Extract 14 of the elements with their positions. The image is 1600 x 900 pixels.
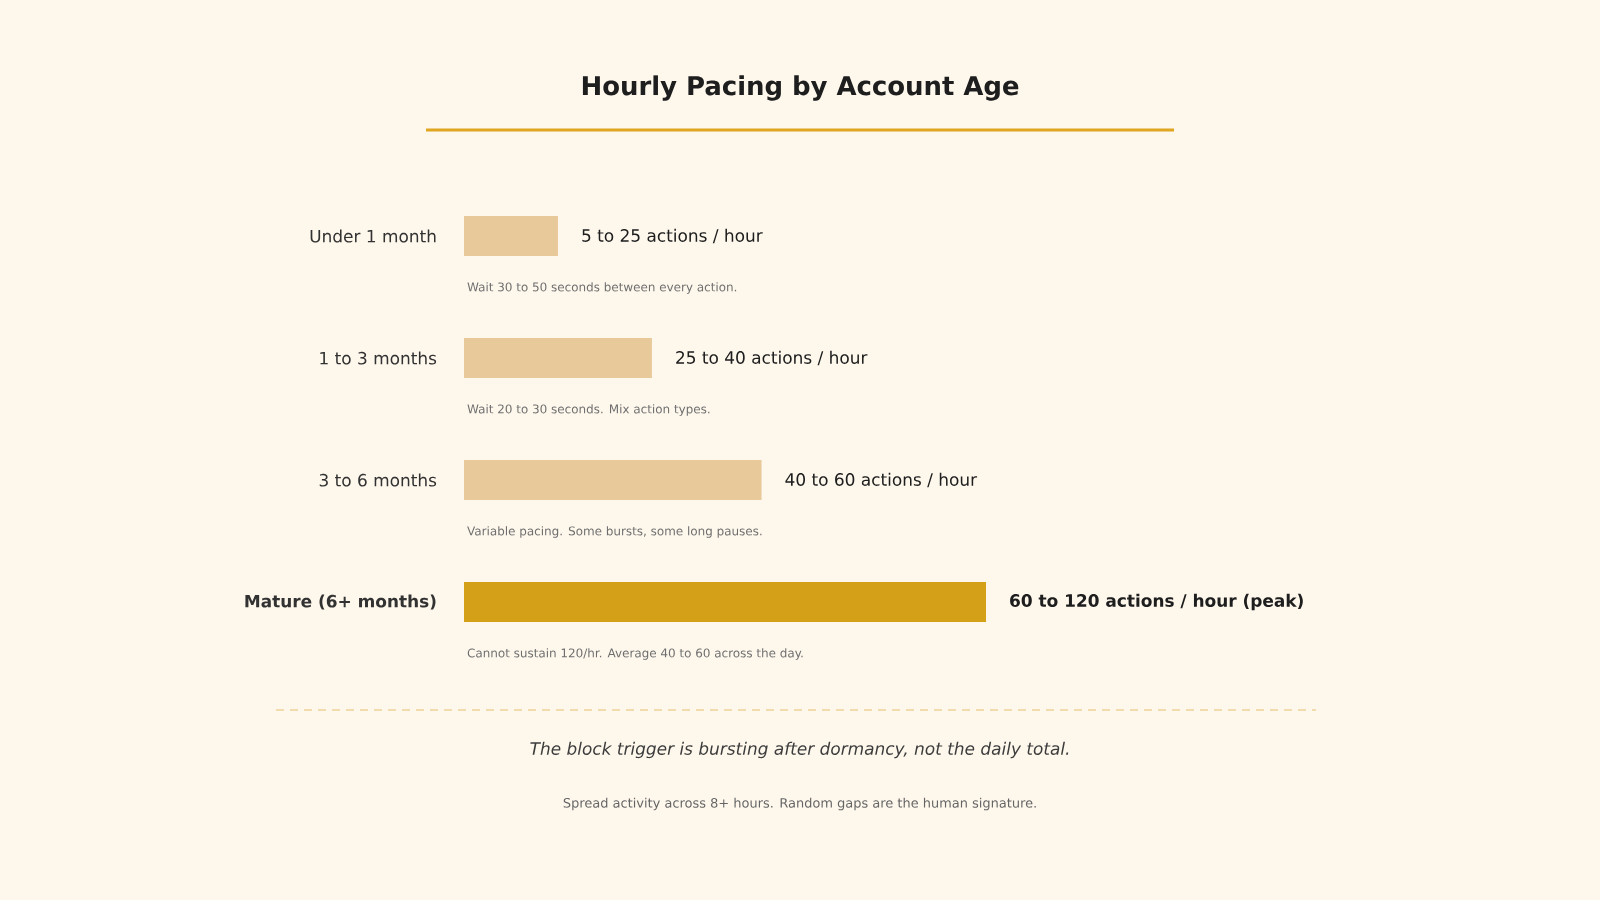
- annotation: 25 to 40 actions / hour: [676, 350, 868, 366]
- y-tick-label: 1 to 3 months: [320, 351, 437, 365]
- bar: [464, 460, 762, 501]
- annotation: 40 to 60 actions / hour: [785, 472, 978, 488]
- bar: [464, 216, 558, 257]
- annotation: 5 to 25 actions / hour: [582, 228, 763, 244]
- text: The block trigger is bursting after dormancy, not the daily total.: [530, 741, 1069, 759]
- chart-title: Hourly Pacing by Account Age: [582, 75, 1019, 101]
- text: 60 to 120 actions / hour (peak): [1010, 593, 1303, 611]
- bar: [464, 582, 987, 623]
- y-tick-label: Mature (6+ months): [245, 594, 436, 610]
- y-tick-label: Under 1 month: [310, 229, 436, 243]
- bar: [464, 338, 652, 379]
- y-tick-label: 3 to 6 months: [319, 473, 437, 487]
